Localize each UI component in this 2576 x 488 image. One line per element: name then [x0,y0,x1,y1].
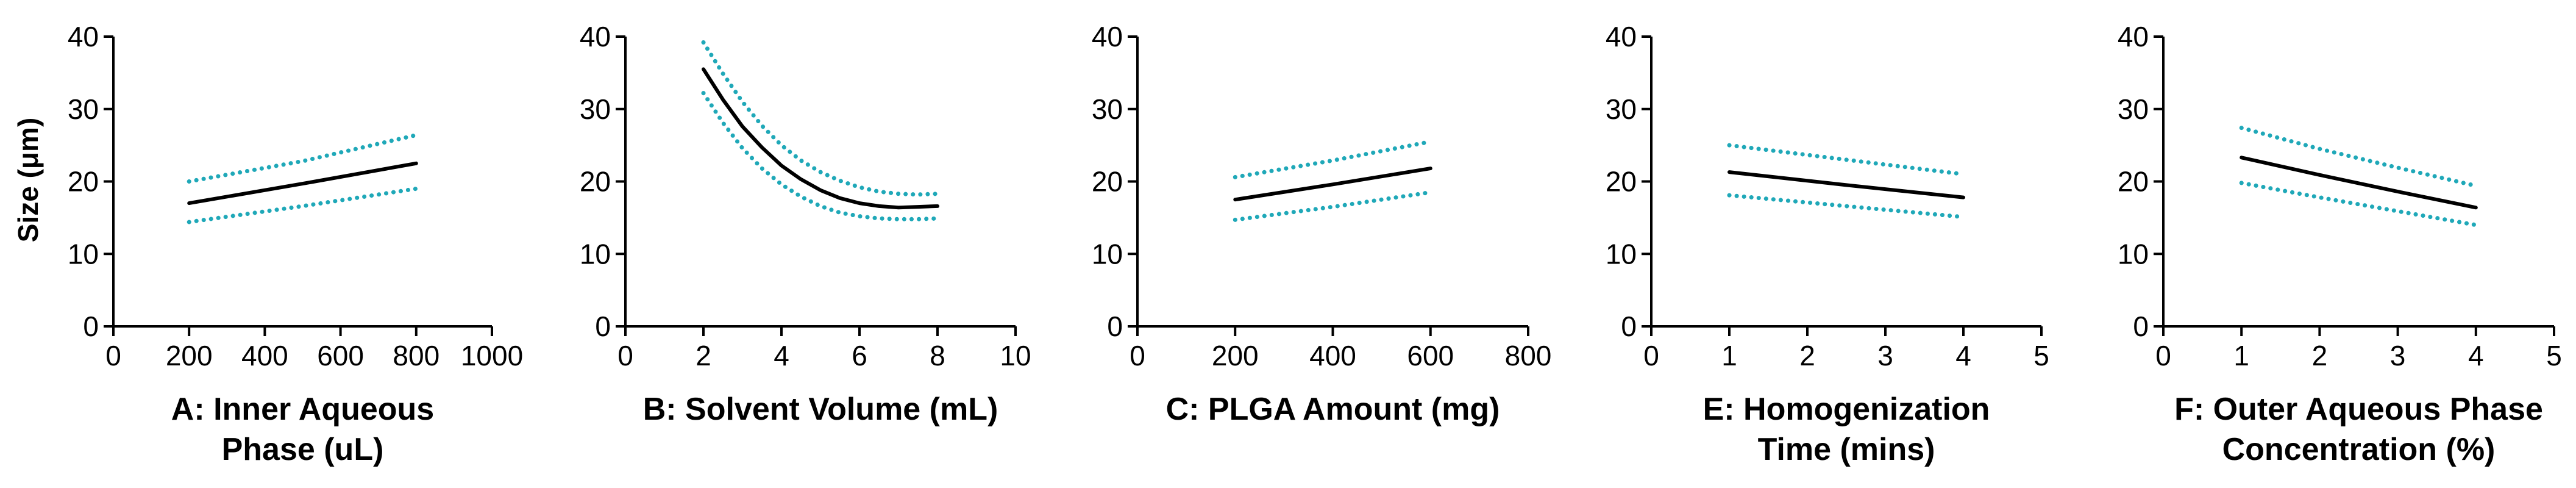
panel-4: 0 10 20 30 40 0 1 2 3 4 5 E: Homogenization Time (mi… [1606,21,2049,467]
x-tick-label: 4 [1955,340,1971,371]
series-fit-line [187,161,418,206]
x-tick-label: 4 [2468,340,2484,371]
x-tick-label: 2 [2312,340,2328,371]
x-tick-label: 5 [2033,340,2049,371]
series-fit-line [702,67,939,210]
series-fit-line [2240,156,2478,210]
y-tick-label: 0 [1621,310,1637,342]
x-tick-label: 400 [241,340,288,371]
x-axis-title: Concentration (%) [2222,432,2496,467]
x-tick-label: 0 [105,340,121,371]
series-fit-line [1233,167,1432,202]
x-tick-label: 600 [1407,340,1454,371]
x-tick-label: 800 [393,340,439,371]
y-tick-label: 0 [595,310,611,342]
panel-5: 0 10 20 30 40 0 1 2 3 4 5F: Outer Aqueous Phase Con… [2118,21,2562,467]
series-lower-line [2239,181,2478,228]
x-axis-title: A: Inner Aqueous [171,392,434,427]
y-axis-title: Size (μm) [12,118,44,243]
series-lower-line [1233,190,1433,222]
x-axis-title: E: Homogenization [1703,392,1990,427]
y-tick-label: 40 [2118,21,2149,52]
x-tick-label: 600 [317,340,364,371]
y-tick-label: 30 [2118,93,2149,125]
x-tick-label: 200 [166,340,213,371]
x-tick-label: 0 [1130,340,1145,371]
x-tick-label: 0 [617,340,633,371]
x-tick-label: 8 [930,340,945,371]
x-tick-label: 2 [696,340,711,371]
y-tick-label: 30 [1092,93,1123,125]
x-tick-label: 200 [1212,340,1259,371]
y-tick-label: 20 [2118,166,2149,198]
x-tick-label: 6 [852,340,867,371]
x-tick-label: 3 [1877,340,1893,371]
x-tick-label: 4 [774,340,789,371]
x-tick-label: 5 [2546,340,2562,371]
y-tick-label: 20 [1606,166,1637,198]
y-tick-label: 0 [2133,310,2149,342]
y-tick-label: 0 [1107,310,1123,342]
x-axis-title: B: Solvent Volume (mL) [643,392,998,427]
x-tick-label: 400 [1309,340,1356,371]
x-tick-label: 10 [1000,340,1031,371]
x-tick-label: 0 [2155,340,2171,371]
y-tick-label: 20 [68,166,99,198]
y-tick-label: 20 [580,166,611,198]
series-lower-line [1727,193,1966,220]
series-upper-line [701,40,940,197]
series-fit-line [1727,170,1965,199]
y-tick-label: 30 [1606,93,1637,125]
x-tick-label: 800 [1505,340,1552,371]
series-upper-line [187,133,419,184]
y-tick-label: 30 [68,93,99,125]
series-upper-line [1727,143,1966,177]
y-tick-label: 0 [83,310,99,342]
y-tick-label: 40 [1092,21,1123,52]
x-tick-label: 1 [1721,340,1737,371]
y-tick-label: 10 [68,238,99,270]
x-axis-title: Time (mins) [1758,432,1935,467]
x-tick-label: 1000 [461,340,523,371]
x-tick-label: 2 [1799,340,1815,371]
y-tick-label: 10 [2118,238,2149,270]
series-lower-line [701,91,940,221]
x-tick-label: 1 [2233,340,2249,371]
y-tick-label: 40 [68,21,99,52]
y-tick-label: 40 [1606,21,1637,52]
y-tick-label: 10 [1606,238,1637,270]
y-tick-label: 20 [1092,166,1123,198]
series-lower-line [187,186,419,224]
x-axis-title: Phase (uL) [222,432,384,467]
x-axis-title: F: Outer Aqueous Phase [2174,392,2543,427]
x-tick-label: 0 [1643,340,1659,371]
x-tick-label: 3 [2390,340,2406,371]
y-tick-label: 30 [580,93,611,125]
y-tick-label: 10 [580,238,611,270]
series-upper-line [2239,126,2478,188]
y-tick-label: 40 [580,21,611,52]
y-tick-label: 10 [1092,238,1123,270]
x-axis-title: C: PLGA Amount (mg) [1166,392,1500,427]
